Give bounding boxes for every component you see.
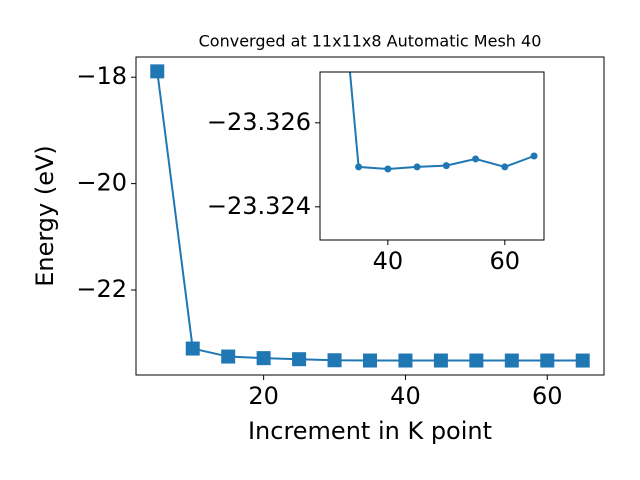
axes-frame (135, 56, 605, 376)
x-tick-label: 40 (373, 247, 404, 275)
marker (363, 353, 377, 368)
marker (504, 353, 519, 368)
plot-layer (348, 72, 538, 173)
series-line (348, 72, 535, 171)
y-tick-label: −23.326 (207, 108, 311, 136)
marker (469, 353, 484, 368)
y-tick-label: −22 (76, 275, 127, 303)
y-tick-label: −20 (76, 169, 127, 197)
marker (530, 152, 538, 160)
marker (150, 64, 165, 79)
marker (327, 353, 342, 368)
chart-title: Converged at 11x11x8 Automatic Mesh 40 (199, 32, 542, 51)
x-axis-label: Increment in K point (248, 417, 492, 445)
marker (256, 351, 271, 366)
marker (540, 353, 555, 368)
marker (413, 163, 421, 171)
marker (185, 341, 200, 356)
x-tick-label: 60 (490, 247, 521, 275)
marker (292, 352, 307, 367)
y-axis-label: Energy (eV) (31, 145, 59, 287)
y-tick-label: −18 (76, 62, 127, 90)
axes-frame (319, 71, 545, 241)
x-tick-label: 40 (390, 382, 421, 410)
y-tick-label: −23.324 (207, 192, 311, 220)
marker (384, 165, 392, 173)
x-tick-label: 60 (532, 382, 563, 410)
plot-layer (150, 64, 590, 368)
marker (398, 353, 413, 368)
plot-area (320, 72, 544, 240)
marker (575, 353, 590, 368)
marker (355, 163, 363, 171)
marker (433, 353, 448, 368)
marker (472, 155, 480, 163)
marker (221, 349, 236, 364)
x-tick-label: 20 (248, 382, 279, 410)
marker (501, 163, 509, 171)
marker (442, 162, 450, 170)
